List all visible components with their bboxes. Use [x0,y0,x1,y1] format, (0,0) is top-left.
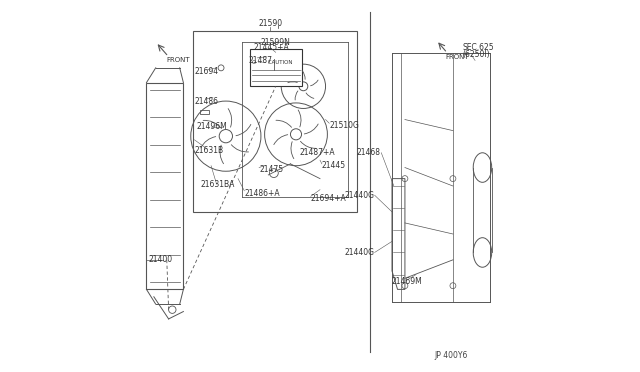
Text: 21694: 21694 [195,67,219,76]
Text: 21631B: 21631B [195,147,223,155]
Text: FRONT: FRONT [445,54,469,60]
Text: 21445: 21445 [322,161,346,170]
Text: 21468: 21468 [357,148,381,157]
Text: 21590: 21590 [258,19,282,28]
Bar [193,31,357,212]
Text: 21440G: 21440G [344,191,374,200]
Text: 21487+A: 21487+A [300,148,335,157]
Text: 21475: 21475 [259,165,284,174]
Text: 21445+A: 21445+A [253,43,289,52]
Text: 21487: 21487 [248,56,272,65]
Text: 21440G: 21440G [344,248,374,257]
Text: 21496M: 21496M [196,122,227,131]
Text: 21469M: 21469M [392,278,423,286]
Bar [147,83,184,289]
Text: 21486+A: 21486+A [244,189,280,198]
Text: O ---- CAUTION: O ---- CAUTION [252,60,292,65]
Bar [250,49,301,86]
Text: 21510G: 21510G [329,121,359,129]
Text: 21400: 21400 [148,255,172,264]
Text: 21631BA: 21631BA [200,180,234,189]
Text: (6250I): (6250I) [462,51,490,60]
Text: JP 400Y6: JP 400Y6 [435,351,468,360]
Bar [200,110,209,114]
Bar [266,53,281,59]
Text: SEC.625: SEC.625 [462,43,494,52]
Text: 21599N: 21599N [260,38,291,46]
Text: FRONT: FRONT [167,57,190,64]
Text: 21694+A: 21694+A [311,195,346,203]
Text: 21486: 21486 [195,97,218,106]
